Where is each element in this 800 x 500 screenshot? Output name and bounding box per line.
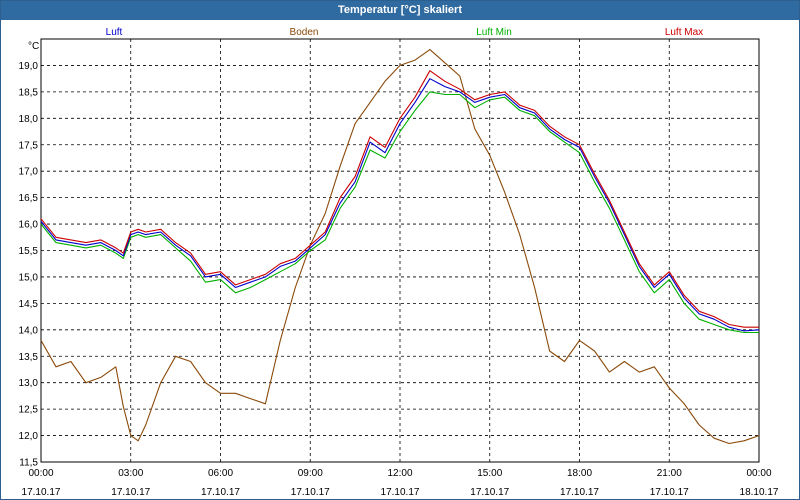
y-tick-label: 14,0	[19, 325, 39, 336]
x-tick-time: 15:00	[477, 468, 502, 479]
y-tick-label: 16,5	[19, 193, 39, 204]
y-tick-label: 12,0	[19, 431, 39, 442]
legend-boden: Boden	[290, 27, 319, 38]
x-tick-date: 17.10.17	[381, 487, 420, 498]
legend: Luft Boden Luft Min Luft Max	[106, 27, 704, 38]
temperature-chart: Luft Boden Luft Min Luft Max °C 19,0 18,5…	[19, 27, 779, 498]
x-axis-ticks: 00:00 17.10.17 03:00 17.10.17 06:00 17.10.17 0…	[22, 468, 779, 498]
x-tick-time: 12:00	[387, 468, 412, 479]
y-axis-unit-label: °C	[28, 41, 39, 52]
x-tick-date: 17.10.17	[22, 487, 61, 498]
y-tick-label: 15,5	[19, 246, 39, 257]
x-tick-date: 17.10.17	[291, 487, 330, 498]
x-tick-time: 00:00	[746, 468, 771, 479]
y-tick-label: 11,5	[19, 458, 38, 469]
legend-luft: Luft	[106, 27, 123, 38]
y-tick-label: 13,0	[19, 378, 39, 389]
x-tick-time: 09:00	[298, 468, 323, 479]
y-tick-label: 16,0	[19, 220, 39, 231]
legend-luft-min: Luft Min	[476, 27, 512, 38]
window-title: Temperatur [°C] skaliert	[1, 1, 799, 20]
series-line-luft-max	[40, 70, 759, 328]
x-tick-time: 21:00	[657, 468, 682, 479]
y-axis-ticks: 19,0 18,5 18,0 17,5 17,0 16,5 16,0 15,5 15,0 14,5…	[19, 61, 39, 469]
y-tick-label: 17,5	[19, 140, 39, 151]
x-tick-date: 17.10.17	[111, 487, 150, 498]
y-tick-label: 17,0	[19, 167, 39, 178]
series-lines	[40, 49, 760, 445]
y-tick-label: 18,0	[19, 114, 39, 125]
grid	[41, 39, 759, 462]
x-tick-time: 06:00	[208, 468, 233, 479]
x-tick-date: 17.10.17	[560, 487, 599, 498]
plot-area	[40, 38, 760, 463]
y-tick-label: 15,0	[19, 272, 39, 283]
y-tick-label: 14,5	[19, 299, 39, 310]
x-tick-time: 03:00	[118, 468, 143, 479]
series-line-luft	[40, 78, 760, 332]
series-line-luft-min	[40, 91, 759, 334]
y-tick-label: 13,5	[19, 352, 39, 363]
x-tick-time: 18:00	[567, 468, 592, 479]
x-tick-date: 17.10.17	[470, 487, 509, 498]
series-line-boden	[40, 49, 760, 445]
x-tick-date: 17.10.17	[650, 487, 689, 498]
y-tick-label: 18,5	[19, 87, 39, 98]
y-tick-label: 12,5	[19, 405, 39, 416]
x-tick-date: 18.10.17	[740, 487, 779, 498]
y-tick-label: 19,0	[19, 61, 39, 72]
legend-luft-max: Luft Max	[665, 27, 703, 38]
x-tick-time: 00:00	[28, 468, 53, 479]
x-tick-date: 17.10.17	[201, 487, 240, 498]
